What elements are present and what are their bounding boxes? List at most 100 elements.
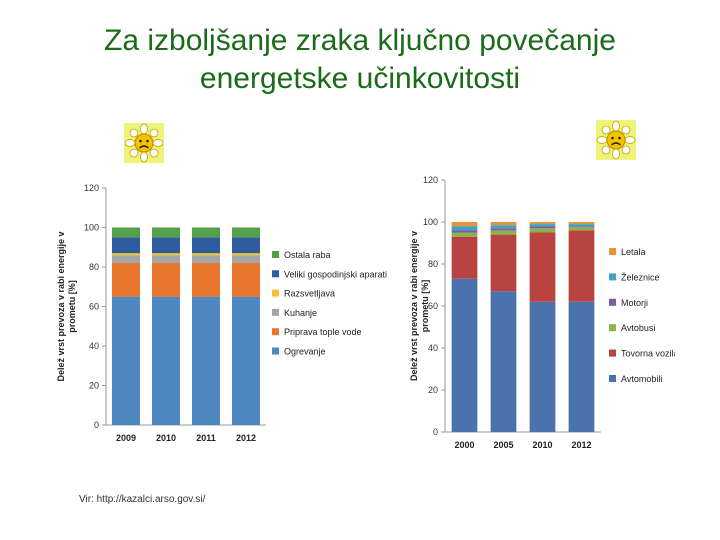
bar-segment [568, 222, 595, 225]
x-tick-label: 2000 [454, 440, 474, 450]
legend-entry: Avtomobili [621, 374, 662, 384]
bar-segment [112, 296, 140, 425]
bar-segment [451, 236, 478, 279]
legend-entry: Priprava tople vode [284, 327, 362, 337]
bar-segment [568, 301, 595, 432]
bar-segment [529, 228, 556, 233]
bar-segment [112, 255, 140, 264]
sad-sun-icon [124, 123, 164, 163]
legend-swatch [609, 273, 616, 281]
slide-title: Za izboljšanje zraka ključno povečanje e… [0, 22, 720, 98]
legend-swatch [272, 289, 279, 297]
bar-segment [232, 296, 260, 425]
legend-entry: Letala [621, 247, 646, 257]
legend-swatch [272, 328, 279, 336]
bar-segment [451, 226, 478, 231]
x-tick-label: 2010 [532, 440, 552, 450]
bar-segment [529, 232, 556, 302]
bar-segment [451, 278, 478, 432]
x-tick-label: 2012 [571, 440, 591, 450]
bar-segment [232, 255, 260, 264]
legend-entry: Razsvetljava [284, 289, 335, 299]
bar-segment [568, 230, 595, 302]
bar-segment [152, 255, 180, 264]
legend-entry: Avtobusi [621, 323, 655, 333]
y-tick-label: 0 [433, 427, 438, 437]
bar-segment [490, 291, 517, 432]
legend-swatch [609, 248, 616, 255]
y-tick-label: 40 [428, 343, 438, 353]
bar-segment [568, 226, 595, 228]
y-axis-title: Delež vrst prevoza v rabi energije vprom… [409, 231, 430, 381]
legend-entry: Železnice [621, 272, 660, 282]
legend-swatch [609, 375, 616, 382]
title-line-2: energetske učinkovitosti [199, 62, 521, 95]
y-tick-label: 20 [89, 381, 99, 391]
legend-swatch [609, 324, 616, 332]
x-tick-label: 2005 [493, 440, 513, 450]
bar-segment [529, 226, 556, 229]
bar-segment [232, 263, 260, 297]
bar-segment [232, 253, 260, 256]
bar-segment [568, 224, 595, 227]
bar-segment [529, 301, 556, 432]
bar-segment [490, 228, 517, 231]
y-tick-label: 20 [428, 385, 438, 395]
bar-segment [232, 227, 260, 238]
legend-entry: Veliki gospodinjski aparati [284, 269, 387, 279]
bar-segment [192, 237, 220, 254]
y-tick-label: 60 [428, 301, 438, 311]
bar-segment [451, 230, 478, 233]
y-tick-label: 80 [428, 259, 438, 269]
legend-swatch [272, 308, 279, 316]
x-tick-label: 2009 [116, 433, 136, 443]
bar-segment [112, 237, 140, 254]
bar-segment [490, 222, 517, 226]
legend-swatch [272, 270, 279, 278]
x-tick-label: 2012 [236, 433, 256, 443]
bar-segment [192, 255, 220, 264]
y-tick-label: 100 [423, 217, 438, 227]
y-tick-label: 60 [89, 302, 99, 312]
bar-segment [112, 263, 140, 297]
y-tick-label: 120 [84, 183, 99, 193]
bar-segment [152, 296, 180, 425]
bar-segment [192, 227, 220, 238]
bar-segment [451, 232, 478, 237]
bar-segment [451, 222, 478, 227]
bar-segment [490, 230, 517, 235]
bar-segment [112, 227, 140, 238]
bar-segment [152, 263, 180, 297]
bar-segment [490, 225, 517, 229]
legend-swatch [609, 349, 616, 357]
transport-energy-chart: 0 20 40 60 80 100 120 Delež vrst prevoza v rabi… [409, 175, 675, 450]
y-tick-label: 120 [423, 175, 438, 185]
bar-segment [490, 234, 517, 292]
x-tick-label: 2010 [156, 433, 176, 443]
bar-segment [568, 227, 595, 231]
y-tick-label: 100 [84, 223, 99, 233]
y-tick-label: 80 [89, 262, 99, 272]
bar-segment [112, 253, 140, 256]
bar-segment [192, 253, 220, 256]
legend-entry: Kuhanje [284, 308, 317, 318]
legend-entry: Tovorna vozila [621, 349, 675, 359]
legend-entry: Ogrevanje [284, 347, 326, 357]
y-axis-title: Delež vrst prevoza v rabi energije vprom… [56, 231, 77, 381]
legend-entry: Ostala raba [284, 250, 331, 260]
legend-swatch [272, 347, 279, 355]
y-tick-label: 40 [89, 341, 99, 351]
bar-segment [529, 222, 556, 225]
legend-swatch [272, 251, 279, 258]
bar-segment [529, 224, 556, 227]
legend-entry: Motorji [621, 298, 648, 308]
bar-segment [192, 296, 220, 425]
source-note: Vir: http://kazalci.arso.gov.si/ [79, 494, 206, 505]
bar-segment [232, 237, 260, 254]
x-tick-label: 2011 [196, 433, 216, 443]
y-tick-label: 0 [94, 420, 99, 430]
legend-swatch [609, 298, 616, 306]
bar-segment [152, 227, 180, 238]
bar-segment [192, 263, 220, 297]
bar-segment [152, 237, 180, 254]
